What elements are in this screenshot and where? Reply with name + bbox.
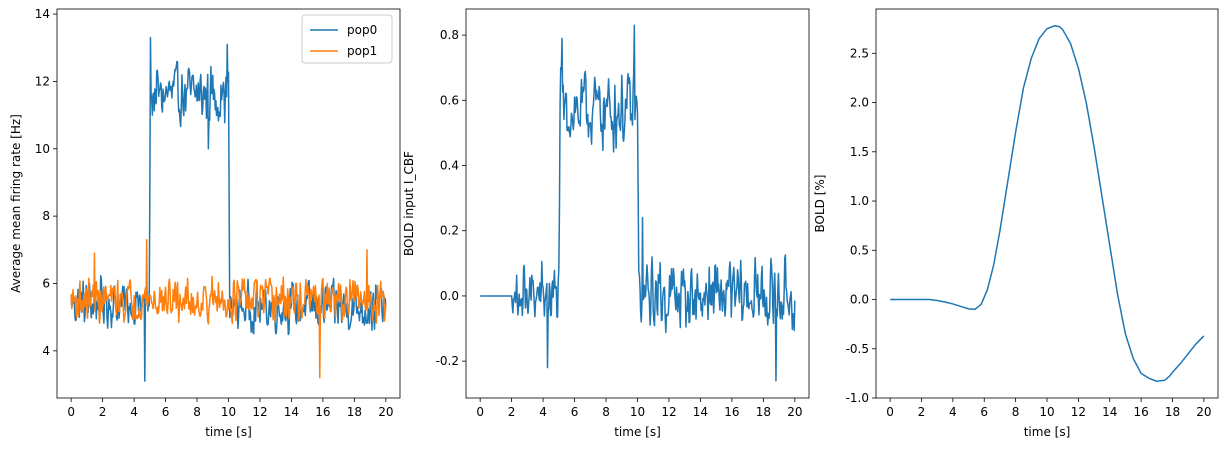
legend: pop0 pop1 — [301, 14, 393, 64]
y-tick-label: 0.2 — [440, 224, 459, 238]
y-tick-label: 0.5 — [850, 243, 869, 257]
x-tick-label: 12 — [1071, 405, 1086, 419]
x-tick-label: 20 — [1196, 405, 1211, 419]
x-tick-label: 0 — [67, 405, 75, 419]
x-tick-label: 10 — [630, 405, 645, 419]
y-tick-label: 1.0 — [850, 194, 869, 208]
x-tick-label: 8 — [193, 405, 201, 419]
x-tick-label: 18 — [1165, 405, 1180, 419]
y-tick-label: -1.0 — [846, 391, 869, 405]
x-tick-label: 12 — [252, 405, 267, 419]
x-tick-label: 12 — [661, 405, 676, 419]
series-line-series-1 — [890, 24, 1205, 383]
x-tick-label: 6 — [162, 405, 170, 419]
y-tick-label: 1.5 — [850, 145, 869, 159]
y-tick-label: 0.0 — [440, 289, 459, 303]
x-tick-label: 18 — [756, 405, 771, 419]
axes-frame — [875, 8, 1219, 399]
y-axis-label: BOLD [%] — [813, 175, 827, 233]
x-axis-label: time [s] — [205, 425, 252, 439]
y-axis-label: Average mean firing rate [Hz] — [9, 114, 23, 293]
y-tick-label: 4 — [42, 344, 50, 358]
y-tick-label: 0.8 — [440, 28, 459, 42]
x-tick-label: 16 — [724, 405, 739, 419]
x-tick-label: 4 — [949, 405, 957, 419]
y-tick-label: 0.0 — [850, 293, 869, 307]
x-tick-label: 20 — [787, 405, 802, 419]
legend-label-pop0: pop0 — [347, 23, 377, 37]
y-tick-label: -0.2 — [436, 354, 459, 368]
legend-label-pop1: pop1 — [347, 44, 377, 58]
y-tick-label: 2.0 — [850, 96, 869, 110]
y-axis-label: BOLD input I_CBF — [402, 151, 416, 256]
x-tick-label: 4 — [130, 405, 138, 419]
chart-panel-1: 0 2 4 6 8 10 12 14 16 18 20 4 6 8 10 12 14 time [s] Averag… — [9, 7, 401, 439]
x-tick-label: 14 — [693, 405, 708, 419]
y-tick-label: 8 — [42, 209, 50, 223]
chart-panel-2: 0 2 4 6 8 10 12 14 16 18 20 -0.2 0.0 0.2 0.4 0.6 0.8 time… — [402, 8, 810, 439]
chart-panel-3: 0 2 4 6 8 10 12 14 16 18 20 -1.0 -0.5 0.0 0.5 1.0 1.5 2.0… — [813, 8, 1219, 439]
y-tick-label: 10 — [35, 142, 50, 156]
x-tick-label: 20 — [378, 405, 393, 419]
y-tick-label: 6 — [42, 276, 50, 290]
x-tick-label: 8 — [1012, 405, 1020, 419]
x-tick-label: 2 — [508, 405, 516, 419]
x-tick-label: 4 — [539, 405, 547, 419]
x-axis-label: time [s] — [614, 425, 661, 439]
y-tick-label: 0.6 — [440, 93, 459, 107]
x-tick-label: 2 — [918, 405, 926, 419]
y-tick-label: -0.5 — [846, 342, 869, 356]
series-line-series-1 — [480, 24, 796, 382]
x-tick-label: 2 — [99, 405, 107, 419]
x-tick-label: 16 — [1133, 405, 1148, 419]
x-tick-label: 10 — [221, 405, 236, 419]
x-tick-label: 6 — [980, 405, 988, 419]
x-tick-label: 0 — [476, 405, 484, 419]
x-tick-label: 0 — [886, 405, 894, 419]
series-line-pop1 — [70, 238, 387, 379]
x-tick-label: 14 — [284, 405, 299, 419]
y-tick-label: 12 — [35, 74, 50, 88]
x-tick-label: 6 — [571, 405, 579, 419]
y-tick-label: 2.5 — [850, 46, 869, 60]
y-tick-label: 14 — [35, 7, 50, 21]
x-tick-label: 10 — [1039, 405, 1054, 419]
x-tick-label: 8 — [602, 405, 610, 419]
x-axis-label: time [s] — [1024, 425, 1071, 439]
series-line-pop0 — [70, 36, 387, 382]
x-tick-label: 14 — [1102, 405, 1117, 419]
x-tick-label: 18 — [347, 405, 362, 419]
y-tick-label: 0.4 — [440, 159, 459, 173]
x-tick-label: 16 — [315, 405, 330, 419]
